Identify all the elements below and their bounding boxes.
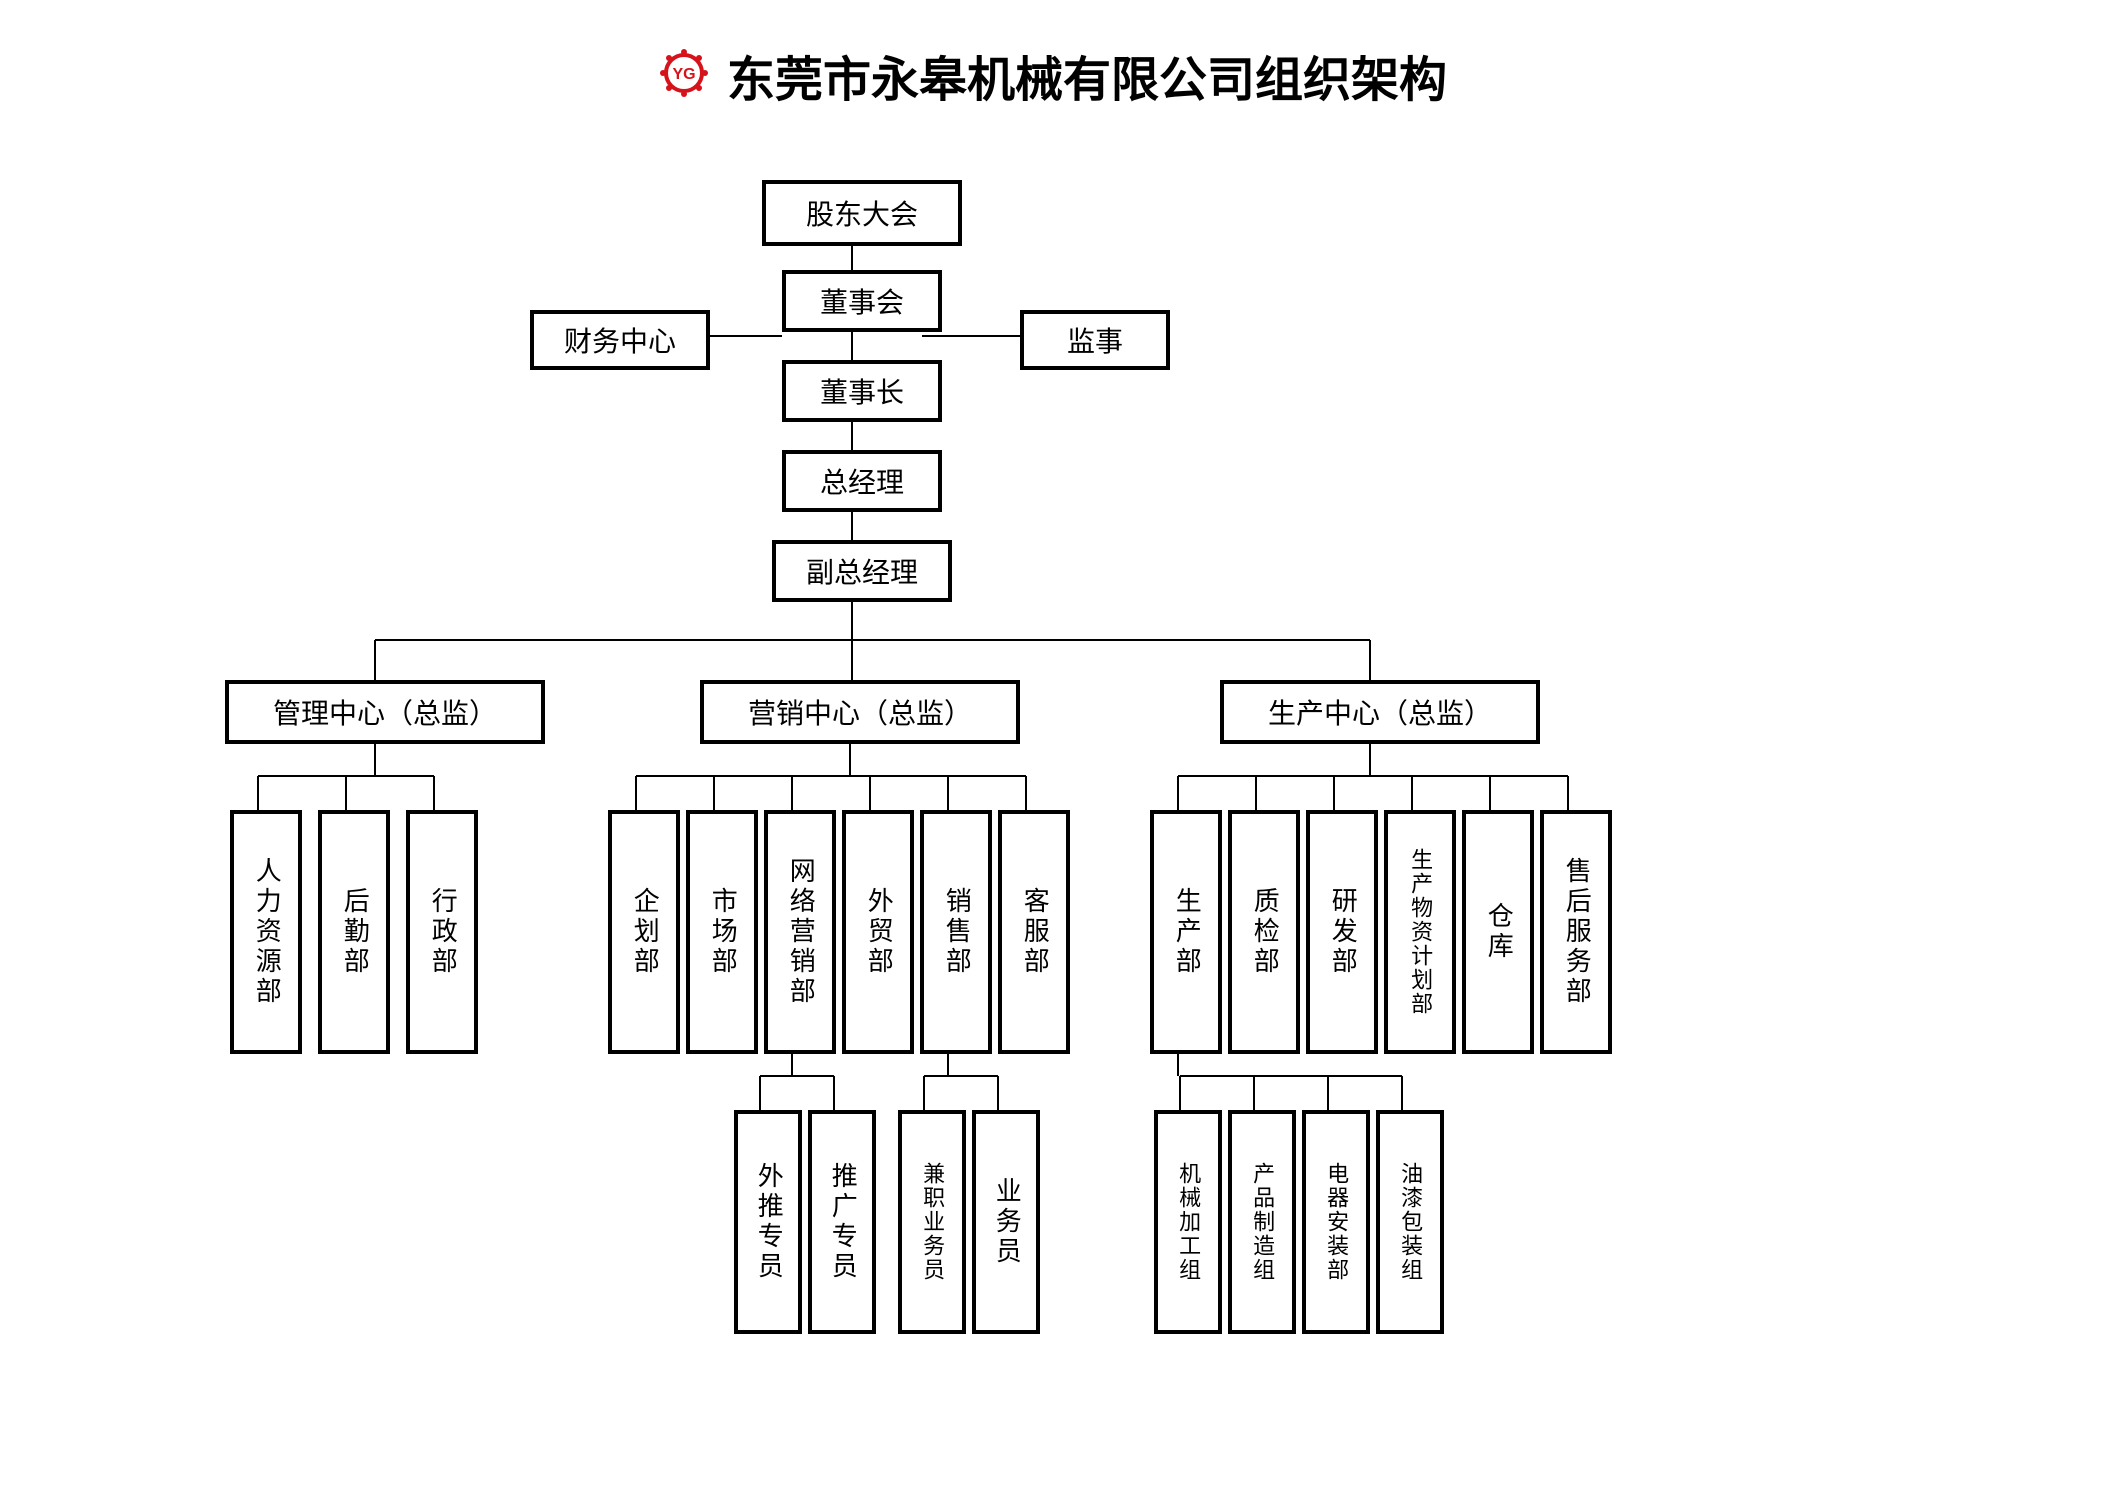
- org-node-ptsales: 兼职业务员: [898, 1110, 966, 1334]
- org-node-after: 售后服务部: [1540, 810, 1612, 1054]
- org-node-market: 市场部: [686, 810, 758, 1054]
- org-node-cs: 客服部: [998, 810, 1070, 1054]
- org-node-paint: 油漆包装组: [1376, 1110, 1444, 1334]
- org-node-gm: 总经理: [782, 450, 942, 512]
- org-node-salesdept: 销售部: [920, 810, 992, 1054]
- org-node-netmkt: 网络营销部: [764, 810, 836, 1054]
- org-node-mach: 机械加工组: [1154, 1110, 1222, 1334]
- org-node-logistics: 后勤部: [318, 810, 390, 1054]
- org-node-elec: 电器安装部: [1302, 1110, 1370, 1334]
- org-node-supervisor: 监事: [1020, 310, 1170, 370]
- org-node-mfg: 产品制造组: [1228, 1110, 1296, 1334]
- company-logo-icon: YG: [657, 46, 711, 105]
- org-node-ftrade: 外贸部: [842, 810, 914, 1054]
- logo-text: YG: [672, 66, 695, 83]
- org-node-rd: 研发部: [1306, 810, 1378, 1054]
- org-node-dgm: 副总经理: [772, 540, 952, 602]
- org-node-board: 董事会: [782, 270, 942, 332]
- org-node-wh: 仓库: [1462, 810, 1534, 1054]
- org-node-qc: 质检部: [1228, 810, 1300, 1054]
- org-node-plan: 企划部: [608, 810, 680, 1054]
- org-node-sales: 营销中心（总监）: [700, 680, 1020, 744]
- org-node-mgmt: 管理中心（总监）: [225, 680, 545, 744]
- org-node-proddept: 生产部: [1150, 810, 1222, 1054]
- org-node-admin: 行政部: [406, 810, 478, 1054]
- org-node-salesman: 业务员: [972, 1110, 1040, 1334]
- org-node-hr: 人力资源部: [230, 810, 302, 1054]
- page-header: YG 东莞市永皋机械有限公司组织架构: [0, 40, 2104, 110]
- org-node-chairman: 董事长: [782, 360, 942, 422]
- org-node-finance: 财务中心: [530, 310, 710, 370]
- org-node-shareholders: 股东大会: [762, 180, 962, 246]
- org-node-matplan: 生产物资计划部: [1384, 810, 1456, 1054]
- org-node-outpromo: 外推专员: [734, 1110, 802, 1334]
- connector-lines: [0, 0, 2104, 1488]
- org-node-promo: 推广专员: [808, 1110, 876, 1334]
- org-node-prod: 生产中心（总监）: [1220, 680, 1540, 744]
- page-title: 东莞市永皋机械有限公司组织架构: [727, 40, 1447, 110]
